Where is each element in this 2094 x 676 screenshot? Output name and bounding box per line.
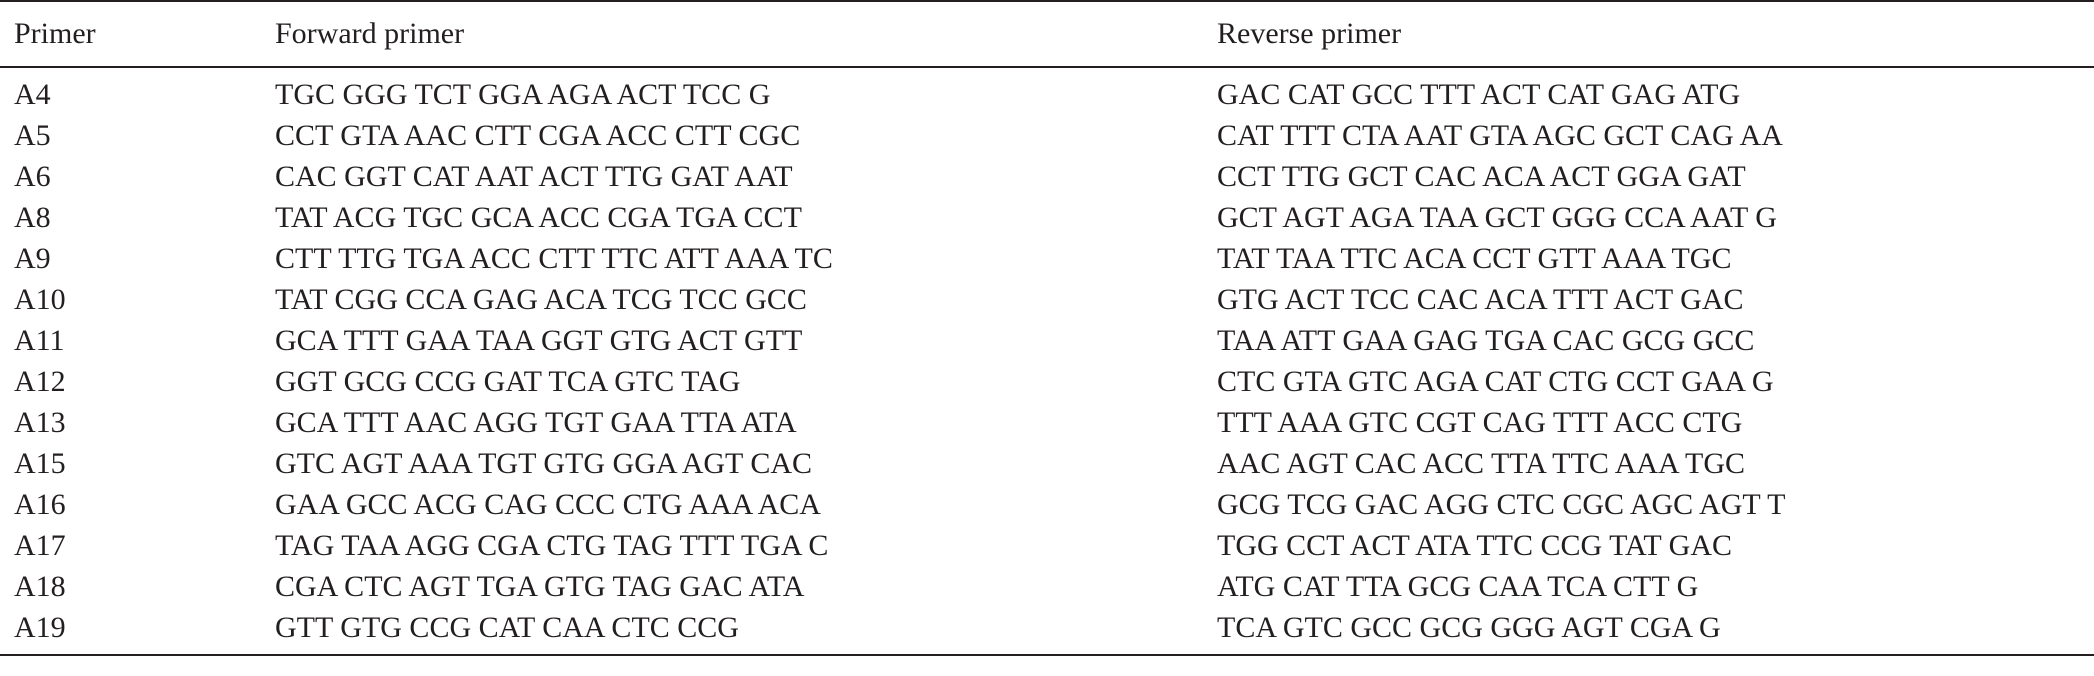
table-row: A18 CGA CTC AGT TGA GTG TAG GAC ATA ATG … — [0, 566, 2094, 607]
header-primer: Primer — [0, 0, 261, 68]
primer-name-cell: A5 — [14, 119, 51, 152]
forward-primer-cell: TAT ACG TGC GCA ACC CGA TGA CCT — [275, 201, 802, 234]
reverse-primer-cell: TCA GTC GCC GCG GGG AGT CGA G — [1203, 607, 2094, 656]
forward-primer-cell: GAA GCC ACG CAG CCC CTG AAA ACA — [275, 488, 821, 521]
primer-name-cell: A18 — [14, 570, 66, 603]
table-row: A6 CAC GGT CAT AAT ACT TTG GAT AAT CCT T… — [0, 156, 2094, 197]
reverse-primer-cell: GCG TCG GAC AGG CTC CGC AGC AGT T — [1217, 488, 1786, 521]
forward-primer-cell: TAG TAA AGG CGA CTG TAG TTT TGA C — [275, 529, 829, 562]
table-header: Primer Forward primer Reverse primer — [0, 0, 2094, 68]
table-row: A11 GCA TTT GAA TAA GGT GTG ACT GTT TAA … — [0, 320, 2094, 361]
forward-primer-cell: CTT TTG TGA ACC CTT TTC ATT AAA TC — [275, 242, 833, 275]
primer-name-cell: A9 — [14, 242, 51, 275]
forward-primer-cell: GTC AGT AAA TGT GTG GGA AGT CAC — [275, 447, 813, 480]
table-row: A4 TGC GGG TCT GGA AGA ACT TCC G GAC CAT… — [0, 67, 2094, 115]
reverse-primer-cell: GCT AGT AGA TAA GCT GGG CCA AAT G — [1217, 201, 1777, 234]
reverse-primer-cell: GAC CAT GCC TTT ACT CAT GAG ATG — [1217, 78, 1741, 111]
forward-primer-cell: CAC GGT CAT AAT ACT TTG GAT AAT — [275, 160, 793, 193]
primer-name-cell: A11 — [14, 324, 65, 357]
table-row: A17 TAG TAA AGG CGA CTG TAG TTT TGA C TG… — [0, 525, 2094, 566]
reverse-primer-cell: TAT TAA TTC ACA CCT GTT AAA TGC — [1217, 242, 1732, 275]
forward-primer-cell: GCA TTT GAA TAA GGT GTG ACT GTT — [275, 324, 803, 357]
table-row: A16 GAA GCC ACG CAG CCC CTG AAA ACA GCG … — [0, 484, 2094, 525]
forward-primer-cell: GGT GCG CCG GAT TCA GTC TAG — [275, 365, 741, 398]
reverse-primer-cell: CTC GTA GTC AGA CAT CTG CCT GAA G — [1217, 365, 1774, 398]
reverse-primer-cell: ATG CAT TTA GCG CAA TCA CTT G — [1217, 570, 1699, 603]
reverse-primer-cell: CCT TTG GCT CAC ACA ACT GGA GAT — [1217, 160, 1746, 193]
primer-name-cell: A19 — [0, 607, 261, 656]
primer-name-cell: A4 — [14, 78, 51, 111]
table-row: A5 CCT GTA AAC CTT CGA ACC CTT CGC CAT T… — [0, 115, 2094, 156]
table-row: A8 TAT ACG TGC GCA ACC CGA TGA CCT GCT A… — [0, 197, 2094, 238]
primer-table-container: Primer Forward primer Reverse primer A4 … — [0, 0, 2094, 656]
table-row: A19 GTT GTG CCG CAT CAA CTC CCG TCA GTC … — [0, 607, 2094, 656]
reverse-primer-cell: TGG CCT ACT ATA TTC CCG TAT GAC — [1217, 529, 1733, 562]
header-row: Primer Forward primer Reverse primer — [0, 0, 2094, 68]
reverse-primer-cell: AAC AGT CAC ACC TTA TTC AAA TGC — [1217, 447, 1745, 480]
reverse-primer-cell: TTT AAA GTC CGT CAG TTT ACC CTG — [1217, 406, 1743, 439]
header-forward-primer: Forward primer — [261, 0, 1203, 68]
primer-name-cell: A8 — [14, 201, 51, 234]
forward-primer-cell: TAT CGG CCA GAG ACA TCG TCC GCC — [275, 283, 807, 316]
reverse-primer-cell: TAA ATT GAA GAG TGA CAC GCG GCC — [1217, 324, 1755, 357]
table-row: A9 CTT TTG TGA ACC CTT TTC ATT AAA TC TA… — [0, 238, 2094, 279]
primer-name-cell: A12 — [14, 365, 66, 398]
primer-name-cell: A6 — [14, 160, 51, 193]
forward-primer-cell: TGC GGG TCT GGA AGA ACT TCC G — [275, 78, 771, 111]
table-row: A10 TAT CGG CCA GAG ACA TCG TCC GCC GTG … — [0, 279, 2094, 320]
table-row: A12 GGT GCG CCG GAT TCA GTC TAG CTC GTA … — [0, 361, 2094, 402]
header-reverse-primer: Reverse primer — [1203, 0, 2094, 68]
table-body: A4 TGC GGG TCT GGA AGA ACT TCC G GAC CAT… — [0, 67, 2094, 656]
reverse-primer-cell: GTG ACT TCC CAC ACA TTT ACT GAC — [1217, 283, 1744, 316]
table-row: A13 GCA TTT AAC AGG TGT GAA TTA ATA TTT … — [0, 402, 2094, 443]
forward-primer-cell: GTT GTG CCG CAT CAA CTC CCG — [261, 607, 1203, 656]
reverse-primer-cell: CAT TTT CTA AAT GTA AGC GCT CAG AA — [1217, 119, 1783, 152]
primer-name-cell: A17 — [14, 529, 66, 562]
primer-table: Primer Forward primer Reverse primer A4 … — [0, 0, 2094, 656]
primer-name-cell: A15 — [14, 447, 66, 480]
primer-name-cell: A13 — [14, 406, 66, 439]
primer-name-cell: A10 — [14, 283, 66, 316]
table-row: A15 GTC AGT AAA TGT GTG GGA AGT CAC AAC … — [0, 443, 2094, 484]
primer-name-cell: A16 — [14, 488, 66, 521]
forward-primer-cell: GCA TTT AAC AGG TGT GAA TTA ATA — [275, 406, 797, 439]
forward-primer-cell: CGA CTC AGT TGA GTG TAG GAC ATA — [275, 570, 805, 603]
forward-primer-cell: CCT GTA AAC CTT CGA ACC CTT CGC — [275, 119, 801, 152]
